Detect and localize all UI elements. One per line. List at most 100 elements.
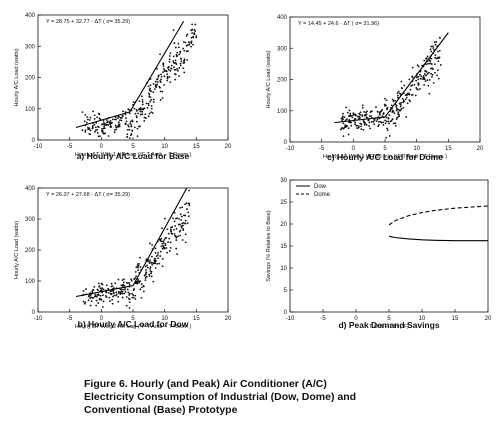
scatter-point <box>175 63 178 66</box>
scatter-point <box>168 55 171 57</box>
scatter-point <box>179 57 182 60</box>
scatter-point <box>147 115 150 118</box>
scatter-point <box>170 230 173 233</box>
scatter-point <box>98 285 101 288</box>
scatter-point <box>379 113 381 116</box>
scatter-point <box>128 297 130 300</box>
y-tick-label: 200 <box>25 248 36 254</box>
scatter-point <box>173 42 176 44</box>
scatter-point <box>362 128 365 131</box>
scatter-point <box>97 302 100 304</box>
scatter-point <box>438 36 441 39</box>
scatter-point <box>159 86 161 89</box>
scatter-point <box>384 122 387 125</box>
scatter-point <box>96 116 99 119</box>
plot-frame <box>289 179 489 313</box>
scatter-point <box>413 83 416 86</box>
scatter-point <box>93 295 96 298</box>
scatter-point <box>97 126 100 129</box>
y-axis-label: Hourly A/C Load (watts) <box>266 50 272 108</box>
scatter-point <box>109 126 112 128</box>
scatter-point <box>150 111 152 113</box>
scatter-point <box>186 59 189 61</box>
scatter-point <box>430 50 433 53</box>
scatter-point <box>99 294 102 297</box>
scatter-point <box>179 51 181 54</box>
scatter-point <box>149 87 152 90</box>
scatter-point <box>419 77 422 80</box>
legend-label: Dome <box>314 192 331 198</box>
scatter-point <box>134 294 137 297</box>
scatter-point <box>439 64 442 66</box>
scatter-point <box>124 122 127 125</box>
scatter-point <box>419 88 421 90</box>
scatter-point <box>149 266 152 269</box>
scatter-point <box>172 55 175 58</box>
scatter-point <box>126 128 129 131</box>
scatter-point <box>366 110 368 113</box>
chart-caption: c) Hourly A/C Load for Dome <box>327 152 443 162</box>
scatter-point <box>96 132 99 134</box>
scatter-point <box>115 291 118 294</box>
scatter-point <box>120 117 122 119</box>
scatter-point <box>152 98 155 101</box>
scatter-point <box>176 51 179 54</box>
x-tick-label: 15 <box>452 316 459 322</box>
scatter-point <box>157 74 160 77</box>
scatter-point <box>368 125 370 127</box>
scatter-point <box>365 116 368 119</box>
scatter-point <box>141 103 144 106</box>
scatter-point <box>142 290 145 293</box>
scatter-point <box>191 32 193 35</box>
scatter-point <box>122 110 124 113</box>
scatter-point <box>169 52 172 55</box>
scatter-point <box>173 211 176 214</box>
scatter-point <box>154 252 157 254</box>
scatter-point <box>94 293 97 296</box>
scatter-point <box>134 271 137 273</box>
scatter-point <box>376 111 379 113</box>
scatter-point <box>166 76 169 79</box>
x-tick-label: -5 <box>67 144 73 150</box>
scatter-point <box>136 135 139 138</box>
scatter-point <box>84 130 87 133</box>
scatter-point <box>414 94 417 97</box>
x-tick-label: -10 <box>34 316 43 322</box>
scatter-point <box>128 112 131 115</box>
scatter-point <box>361 114 364 117</box>
scatter-point <box>126 282 129 284</box>
scatter-point <box>143 107 146 110</box>
scatter-point <box>138 262 140 265</box>
y-tick-label: 20 <box>280 222 287 228</box>
scatter-point <box>437 56 439 59</box>
scatter-point <box>415 79 418 82</box>
scatter-point <box>159 81 162 84</box>
scatter-point <box>357 125 360 128</box>
figure-caption: Figure 6. Hourly (and Peak) Air Conditio… <box>84 378 464 417</box>
scatter-point <box>120 290 123 292</box>
scatter-point <box>373 123 376 126</box>
scatter-point <box>185 44 188 47</box>
scatter-point <box>112 295 114 298</box>
scatter-point <box>172 60 175 62</box>
x-tick-label: 20 <box>485 316 492 322</box>
fit-line <box>75 187 188 298</box>
scatter-point <box>123 292 126 295</box>
scatter-point <box>408 78 411 81</box>
scatter-point <box>434 56 437 59</box>
scatter-point <box>377 121 380 123</box>
scatter-point <box>89 133 91 136</box>
scatter-point <box>142 284 145 287</box>
scatter-point <box>159 53 161 56</box>
scatter-point <box>380 110 383 112</box>
x-tick-label: 0 <box>354 316 358 322</box>
scatter-point <box>89 116 92 119</box>
scatter-point <box>149 100 152 103</box>
scatter-point <box>112 287 115 289</box>
y-tick-label: 400 <box>277 15 288 21</box>
scatter-point <box>166 79 169 82</box>
scatter-point <box>144 117 147 120</box>
scatter-point <box>185 202 188 205</box>
scatter-point <box>375 106 377 108</box>
scatter-point <box>174 78 177 81</box>
